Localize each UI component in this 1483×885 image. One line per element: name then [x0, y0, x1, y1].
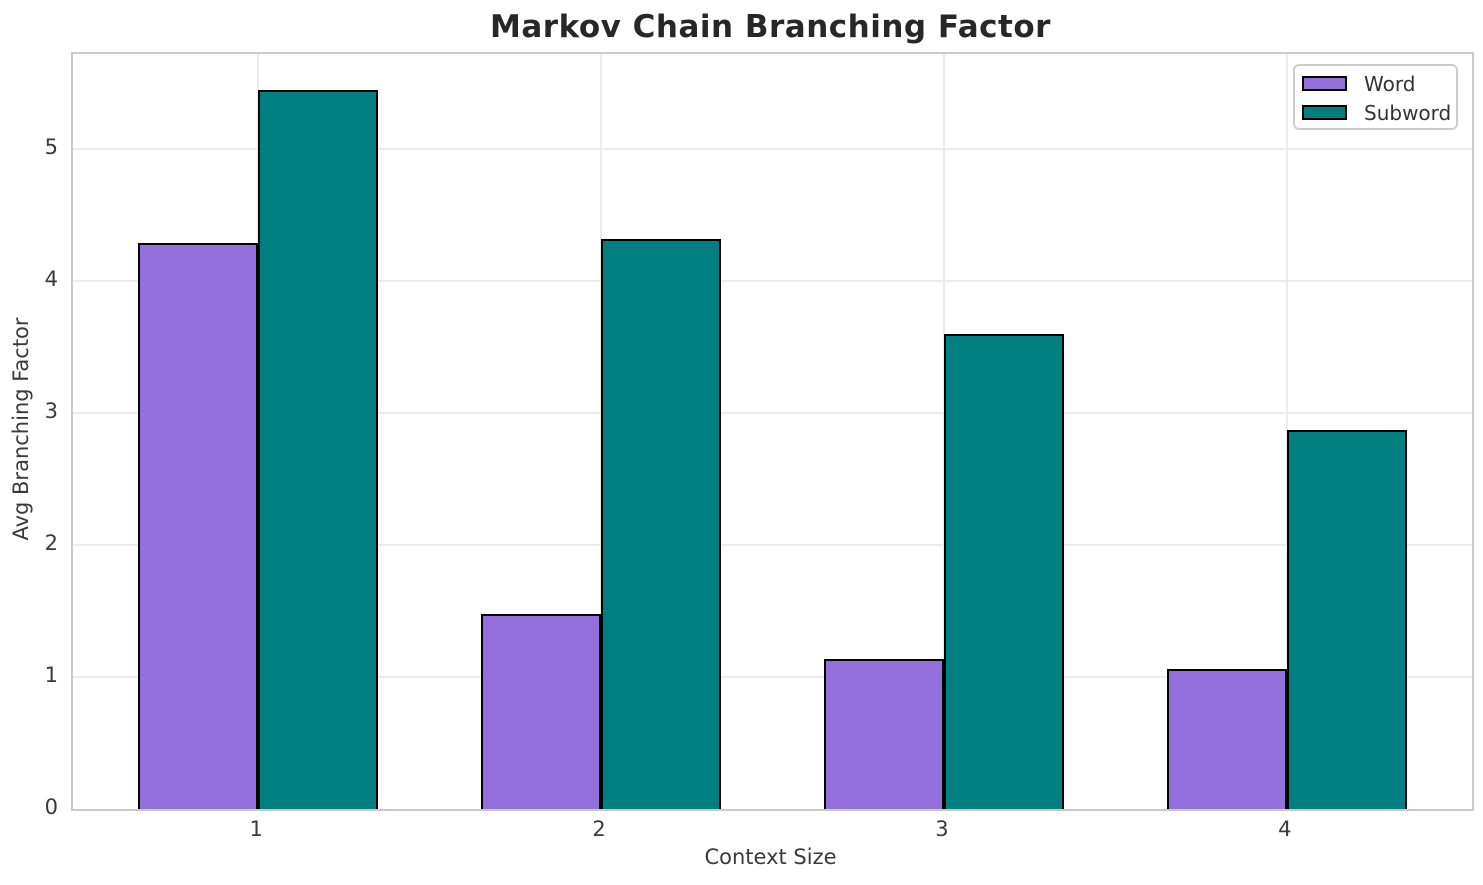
legend: Word Subword [1293, 64, 1458, 130]
legend-label-word: Word [1364, 71, 1416, 96]
ytick-1: 1 [44, 663, 58, 687]
bar-subword-context-4 [1286, 430, 1407, 809]
xtick-3: 3 [935, 817, 949, 841]
legend-swatch-subword [1302, 105, 1347, 120]
bar-word-context-3 [823, 658, 944, 809]
xtick-4: 4 [1278, 817, 1292, 841]
legend-label-subword: Subword [1364, 100, 1452, 125]
bar-subword-context-3 [943, 333, 1064, 809]
gridline-y-2 [73, 544, 1472, 547]
ytick-4: 4 [44, 267, 58, 292]
gridline-y-1 [73, 676, 1472, 679]
gridline-y-5 [73, 148, 1472, 151]
gridline-y-3 [73, 412, 1472, 415]
ytick-5: 5 [44, 135, 58, 160]
bar-word-context-4 [1166, 669, 1287, 809]
xtick-2: 2 [592, 817, 606, 841]
ytick-2: 2 [44, 531, 58, 555]
bar-subword-context-1 [258, 89, 379, 809]
chart-title: Markov Chain Branching Factor [490, 9, 1051, 45]
xtick-1: 1 [249, 817, 263, 841]
bar-word-context-1 [138, 242, 259, 809]
ytick-3: 3 [44, 399, 58, 424]
bar-word-context-2 [481, 613, 602, 809]
gridline-y-4 [73, 280, 1472, 283]
plot-area [71, 52, 1474, 811]
legend-swatch-word [1302, 76, 1347, 91]
bar-subword-context-2 [601, 238, 722, 809]
y-axis-label: Avg Branching Factor [9, 317, 33, 541]
ytick-0: 0 [44, 795, 58, 819]
x-axis-label: Context Size [704, 845, 837, 869]
legend-item-subword: Subword [1295, 98, 1456, 127]
legend-item-word: Word [1295, 69, 1456, 98]
